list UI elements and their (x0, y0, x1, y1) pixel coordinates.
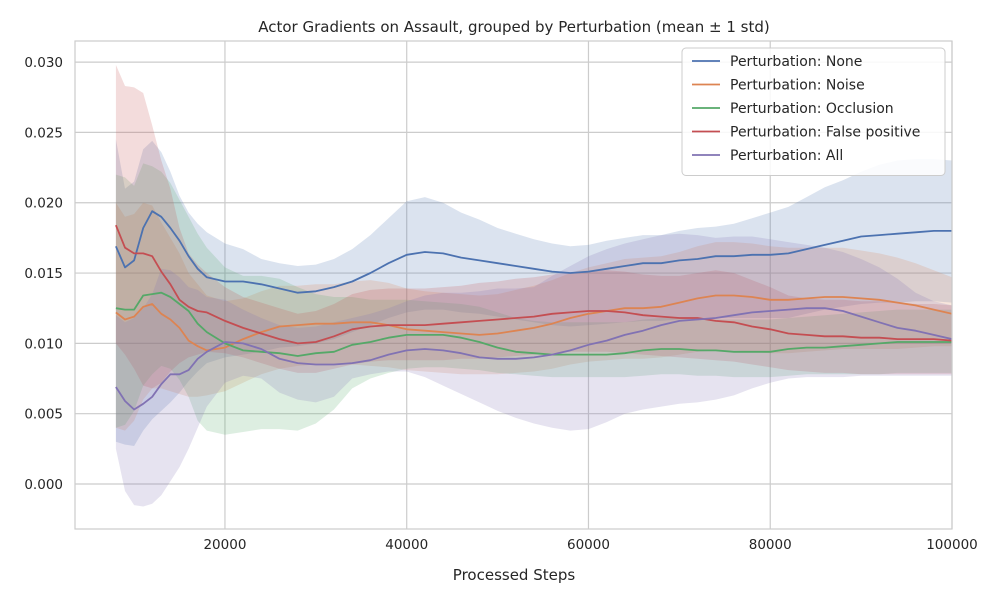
x-tick-label: 20000 (203, 537, 246, 553)
y-tick-label: 0.000 (24, 477, 63, 493)
y-tick-label: 0.005 (24, 407, 63, 423)
x-tick-label: 40000 (385, 537, 428, 553)
x-tick-label: 60000 (567, 537, 610, 553)
series-line-4 (115, 307, 952, 411)
std-band-3 (115, 64, 952, 389)
series-line-1 (115, 294, 952, 352)
legend-entry-0: Perturbation: None (730, 54, 862, 70)
x-axis-label: Processed Steps (453, 566, 576, 584)
chart-title: Actor Gradients on Assault, grouped by P… (258, 18, 770, 36)
y-tick-label: 0.025 (24, 125, 63, 141)
legend-entry-4: Perturbation: All (730, 148, 843, 164)
y-tick-label: 0.010 (24, 336, 63, 352)
series-line-3 (115, 224, 952, 345)
series-line-0 (115, 210, 952, 294)
x-tick-label: 80000 (749, 537, 792, 553)
mean-lines (115, 210, 952, 411)
y-tick-label: 0.015 (24, 266, 63, 282)
legend-entry-1: Perturbation: Noise (730, 78, 865, 94)
legend-box (681, 47, 946, 176)
legend: Perturbation: None Perturbation: Noise Per… (681, 47, 946, 176)
y-tick-label: 0.020 (24, 196, 63, 212)
x-axis-ticks: 20000 40000 60000 80000 100000 (203, 537, 977, 553)
std-band-0 (115, 139, 952, 446)
std-band-4 (115, 233, 952, 507)
series-line-2 (115, 291, 952, 357)
plot-frame (74, 40, 953, 530)
x-tick-label: 100000 (926, 537, 978, 553)
std-band-2 (115, 163, 952, 435)
y-axis-ticks: 0.000 0.005 0.010 0.015 0.020 0.025 0.030 (24, 55, 63, 493)
legend-entry-3: Perturbation: False positive (730, 125, 920, 141)
y-tick-label: 0.030 (24, 55, 63, 71)
legend-entry-2: Perturbation: Occlusion (730, 101, 894, 117)
